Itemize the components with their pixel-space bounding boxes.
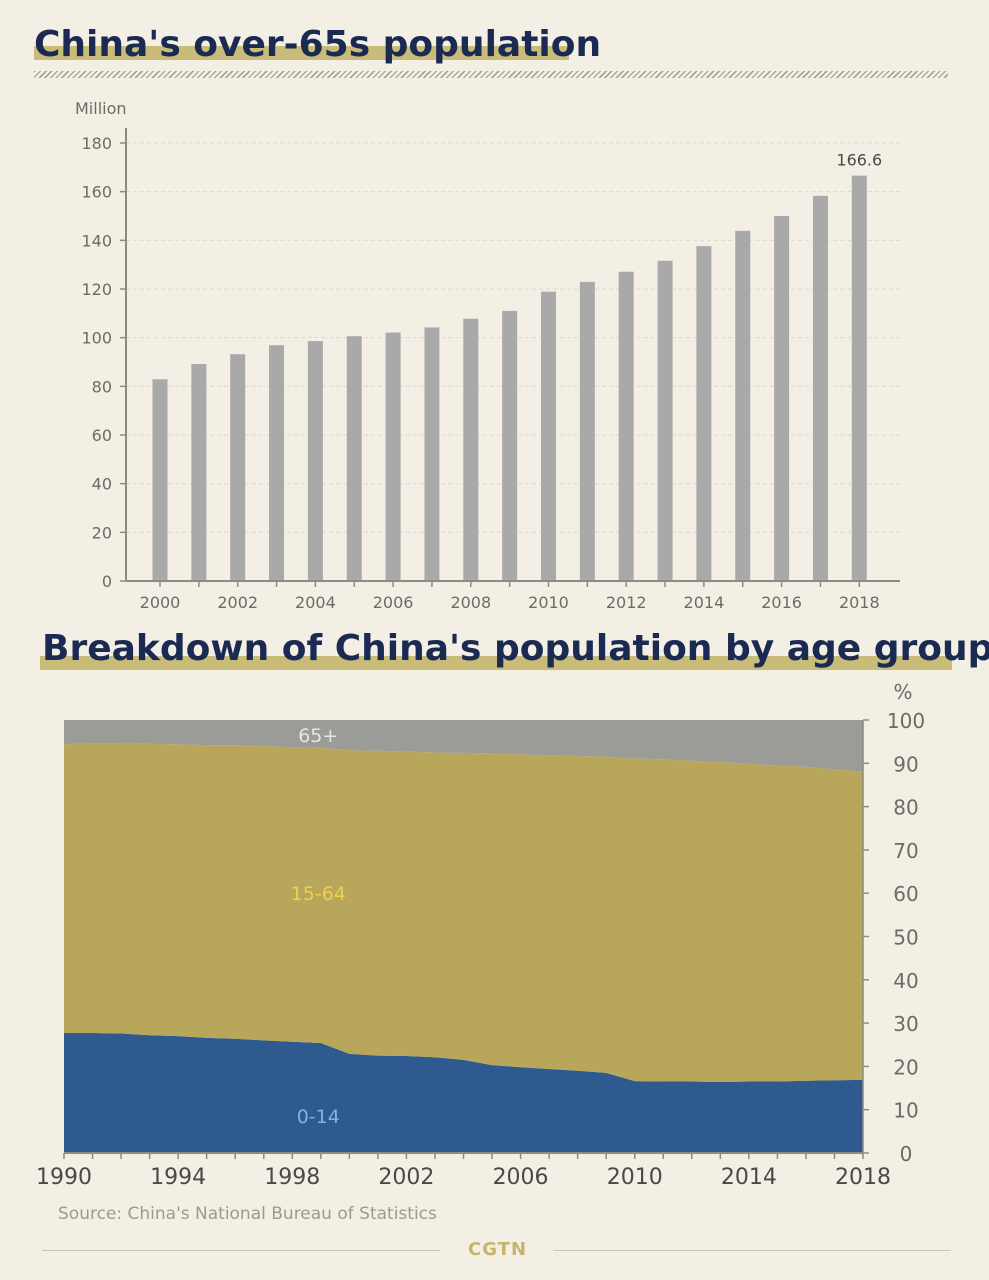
y-tick-label: 90 xyxy=(893,752,918,776)
bar xyxy=(269,345,285,581)
title-underline-1 xyxy=(34,46,569,60)
bar xyxy=(152,379,168,581)
x-tick-label: 2012 xyxy=(606,593,647,612)
x-tick-label: 2008 xyxy=(450,593,491,612)
bar xyxy=(851,175,867,581)
x-tick-label: 2000 xyxy=(140,593,181,612)
area-chart: 0-14 15-64 65+ 0 10 20 30 40 50 60 70 80 90 100% 1990 1… xyxy=(36,680,925,1190)
bar xyxy=(463,318,479,581)
x-tick-label: 2006 xyxy=(493,1165,549,1190)
bar xyxy=(735,230,751,582)
x-tick-label: 1990 xyxy=(36,1165,92,1190)
area-series-65+ xyxy=(64,720,863,772)
y-tick-label: 120 xyxy=(81,280,112,299)
bar xyxy=(696,246,712,581)
bar xyxy=(191,363,207,581)
y-tick-label: 70 xyxy=(893,839,918,863)
footer-line-right xyxy=(553,1250,951,1251)
x-tick-label: 2010 xyxy=(528,593,569,612)
y-tick-label: 30 xyxy=(893,1012,918,1036)
bar xyxy=(385,332,401,581)
bar xyxy=(541,291,556,581)
bar xyxy=(424,327,440,581)
y-tick-label: 180 xyxy=(81,134,112,153)
source-note: Source: China's National Bureau of Stati… xyxy=(58,1204,437,1224)
y-tick-label: 80 xyxy=(92,377,112,396)
y-axis-unit-label: Million xyxy=(75,99,127,118)
bar xyxy=(307,341,323,581)
x-tick-label: 2018 xyxy=(839,593,880,612)
y-tick-label: 80 xyxy=(893,796,918,820)
bar xyxy=(346,336,362,581)
area-series-0-14 xyxy=(64,1033,863,1153)
x-tick-label: 2002 xyxy=(378,1165,434,1190)
bar xyxy=(657,260,673,581)
series-label: 0-14 xyxy=(297,1106,340,1128)
footer-line-left xyxy=(42,1250,440,1251)
x-tick-label: 2006 xyxy=(373,593,414,612)
y-tick-label: 40 xyxy=(92,475,112,494)
y-tick-label: 20 xyxy=(893,1055,918,1079)
bar-chart: 0 20 40 60 80 100 120 140 160 180 Million 2000 2002 2… xyxy=(75,99,900,612)
x-tick-label: 2014 xyxy=(684,593,725,612)
bar xyxy=(579,281,595,581)
y-tick-label: 50 xyxy=(893,926,918,950)
y-tick-label: 40 xyxy=(893,969,918,993)
title-underline-2 xyxy=(40,656,952,670)
y-tick-label: 100 xyxy=(81,329,112,348)
bar xyxy=(618,271,634,581)
x-tick-label: 2010 xyxy=(607,1165,663,1190)
y-axis-unit-label: % xyxy=(893,680,912,704)
x-tick-label: 2018 xyxy=(835,1165,891,1190)
series-label: 65+ xyxy=(298,725,338,747)
y-tick-label: 140 xyxy=(81,231,112,250)
title-hatch-divider xyxy=(34,71,948,78)
x-tick-label: 1998 xyxy=(264,1165,320,1190)
x-tick-label: 2014 xyxy=(721,1165,777,1190)
y-tick-label: 10 xyxy=(893,1099,918,1123)
bar xyxy=(230,354,246,581)
series-label: 15-64 xyxy=(291,883,346,905)
data-label: 166.6 xyxy=(836,151,882,170)
bar xyxy=(774,216,790,581)
bar xyxy=(812,195,828,581)
y-tick-label: 100 xyxy=(887,709,925,733)
x-tick-label: 2002 xyxy=(217,593,258,612)
y-tick-label: 0 xyxy=(900,1142,913,1166)
y-tick-label: 60 xyxy=(92,426,112,445)
area-series-15-64 xyxy=(64,743,863,1082)
x-tick-label: 2004 xyxy=(295,593,336,612)
chart1-title: China's over-65s population xyxy=(34,24,602,65)
cgtn-logo: CGTN xyxy=(468,1239,528,1260)
y-tick-label: 0 xyxy=(102,572,112,591)
x-tick-label: 2016 xyxy=(761,593,802,612)
y-tick-label: 160 xyxy=(81,183,112,202)
y-tick-label: 60 xyxy=(893,882,918,906)
chart2-title: Breakdown of China's population by age g… xyxy=(42,628,989,669)
bar xyxy=(502,310,518,581)
y-tick-label: 20 xyxy=(92,523,112,542)
x-tick-label: 1994 xyxy=(150,1165,206,1190)
